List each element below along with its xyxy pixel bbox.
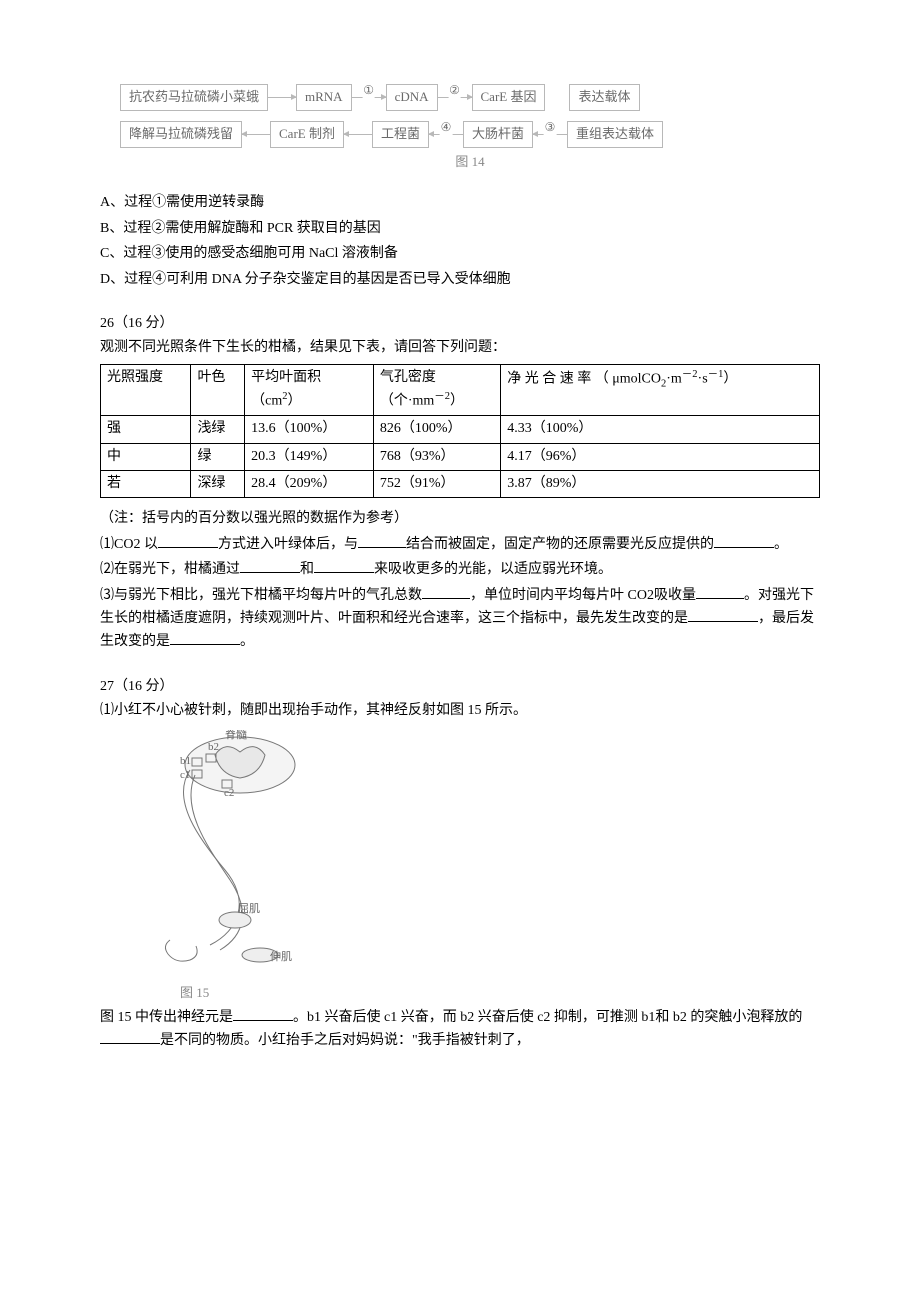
flow-box: 表达载体 (569, 84, 639, 111)
flow-box: mRNA (296, 84, 352, 111)
label-c1: c1 (180, 769, 190, 781)
label-c2: c2 (224, 787, 234, 799)
col-light: 光照强度 (101, 364, 191, 415)
flow-box: 抗农药马拉硫磷小菜蛾 (120, 84, 268, 111)
option-c: C、过程③使用的感受态细胞可用 NaCl 溶液制备 (100, 243, 820, 265)
table-row: 强 浅绿 13.6（100%） 826（100%） 4.33（100%） (101, 416, 820, 443)
arrow-left: ③ (533, 134, 567, 135)
blank (233, 1006, 293, 1021)
blank (422, 584, 470, 599)
col-leaf-area: 平均叶面积（cm2） (245, 364, 374, 415)
figure-14-caption: 图 14 (120, 152, 820, 173)
q27-sub2: 图 15 中传出神经元是。b1 兴奋后使 c1 兴奋，而 b2 兴奋后使 c2 … (100, 1006, 820, 1053)
option-d: D、过程④可利用 DNA 分子杂交鉴定目的基因是否已导入受体细胞 (100, 269, 820, 291)
flow-box: 大肠杆菌 (463, 121, 533, 148)
table-header-row: 光照强度 叶色 平均叶面积（cm2） 气孔密度（个·mm－2） 净 光 合 速 … (101, 364, 820, 415)
flow-row-bottom: 降解马拉硫磷残留 CarE 制剂 工程菌 ④ 大肠杆菌 ③ 重组表达载体 (120, 121, 820, 148)
flow-row-top: 抗农药马拉硫磷小菜蛾 mRNA ① cDNA ② CarE 基因 表达载体 (120, 84, 820, 111)
arrow-left (344, 134, 372, 135)
col-stomata: 气孔密度（个·mm－2） (373, 364, 500, 415)
label-flexor: 屈肌 (238, 902, 260, 915)
flow-box: 重组表达载体 (567, 121, 663, 148)
label-spinal: 脊髓 (225, 730, 247, 741)
q26-sub2: ⑵在弱光下，柑橘通过和来吸收更多的光能，以适应弱光环境。 (100, 558, 820, 581)
label-b2: b2 (208, 741, 219, 753)
arrow-right: ① (352, 97, 386, 98)
col-leaf-color: 叶色 (191, 364, 245, 415)
blank (358, 533, 406, 548)
flow-box: CarE 基因 (472, 84, 546, 111)
blank (714, 533, 774, 548)
blank (688, 607, 758, 622)
arrow-left (242, 134, 270, 135)
blank (170, 630, 240, 645)
q27-sub1: ⑴小红不小心被针刺，随即出现抬手动作，其神经反射如图 15 所示。 (100, 700, 820, 722)
arrow-label: ④ (440, 118, 453, 137)
figure-15: 脊髓 b1 b2 c1 c2 屈肌 伸肌 (130, 730, 330, 978)
figure-14: 抗农药马拉硫磷小菜蛾 mRNA ① cDNA ② CarE 基因 表达载体 降解… (120, 84, 820, 172)
blank (314, 558, 374, 573)
flow-box: 降解马拉硫磷残留 (120, 121, 242, 148)
arrow-left: ④ (429, 134, 463, 135)
flow-box: 工程菌 (372, 121, 429, 148)
q27-heading: 27（16 分） (100, 676, 820, 698)
figure-15-caption: 图 15 (180, 983, 820, 1004)
q26-table: 光照强度 叶色 平均叶面积（cm2） 气孔密度（个·mm－2） 净 光 合 速 … (100, 364, 820, 499)
blank (696, 584, 744, 599)
flow-box: cDNA (386, 84, 438, 111)
q26-intro: 观测不同光照条件下生长的柑橘，结果见下表，请回答下列问题： (100, 337, 820, 359)
col-photorate: 净 光 合 速 率 （ μmolCO2·m－2·s－1） (501, 364, 820, 415)
label-b1: b1 (180, 755, 191, 767)
q26-heading: 26（16 分） (100, 313, 820, 335)
option-b: B、过程②需使用解旋酶和 PCR 获取目的基因 (100, 218, 820, 240)
arrow-label: ③ (544, 118, 557, 137)
q26-note: （注：括号内的百分数以强光照的数据作为参考） (100, 508, 820, 530)
option-a: A、过程①需使用逆转录酶 (100, 192, 820, 214)
arrow-label: ② (448, 81, 461, 100)
q26-sub3: ⑶与弱光下相比，强光下柑橘平均每片叶的气孔总数，单位时间内平均每片叶 CO2吸收… (100, 584, 820, 654)
blank (240, 558, 300, 573)
arrow-label: ① (362, 81, 375, 100)
flow-box: CarE 制剂 (270, 121, 344, 148)
answer-options: A、过程①需使用逆转录酶 B、过程②需使用解旋酶和 PCR 获取目的基因 C、过… (100, 192, 820, 291)
label-extensor: 伸肌 (270, 950, 292, 963)
arrow-right: ② (438, 97, 472, 98)
table-row: 中 绿 20.3（149%） 768（93%） 4.17（96%） (101, 443, 820, 470)
table-row: 若 深绿 28.4（209%） 752（91%） 3.87（89%） (101, 470, 820, 497)
blank (100, 1029, 160, 1044)
q26-sub1: ⑴CO2 以方式进入叶绿体后，与结合而被固定，固定产物的还原需要光反应提供的。 (100, 533, 820, 556)
blank (158, 533, 218, 548)
arrow-right (268, 97, 296, 98)
